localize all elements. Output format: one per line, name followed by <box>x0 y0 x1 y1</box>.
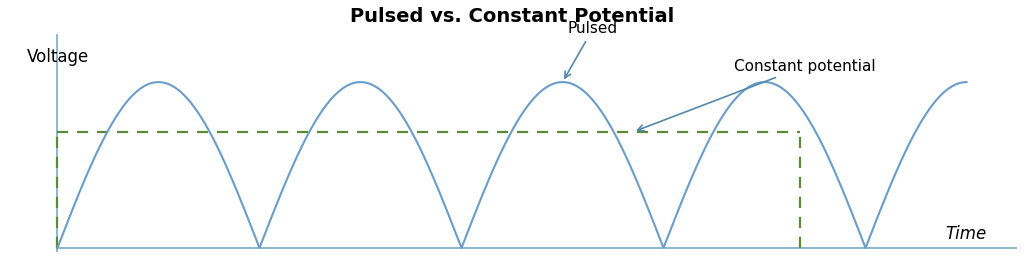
Text: Voltage: Voltage <box>28 48 89 66</box>
Text: Time: Time <box>945 225 987 243</box>
Text: Constant potential: Constant potential <box>638 59 876 131</box>
Title: Pulsed vs. Constant Potential: Pulsed vs. Constant Potential <box>350 7 674 26</box>
Text: Pulsed: Pulsed <box>565 21 617 78</box>
